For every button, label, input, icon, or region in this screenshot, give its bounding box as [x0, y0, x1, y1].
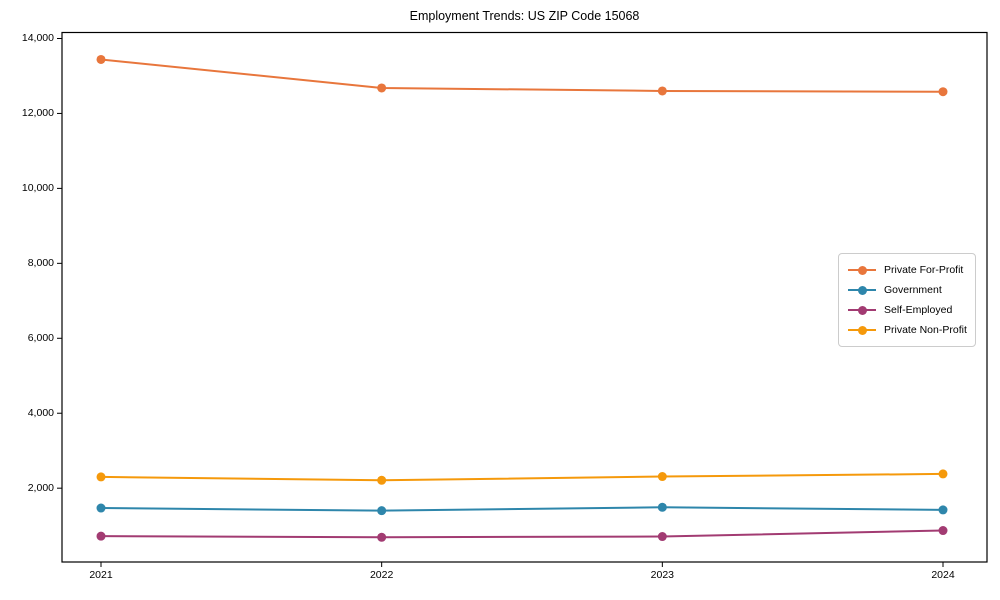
- data-point-marker: [657, 86, 667, 96]
- data-point-marker: [657, 502, 667, 512]
- legend: Private For-Profit Government Self-Employe…: [838, 253, 976, 347]
- data-point-marker: [96, 54, 106, 64]
- series-line: [100, 506, 944, 512]
- data-point-marker: [96, 503, 106, 513]
- legend-line-marker-icon: [848, 285, 876, 295]
- legend-item-label: Private Non-Profit: [884, 324, 967, 336]
- x-tick-label: 2024: [931, 569, 955, 581]
- data-point-marker: [938, 87, 948, 97]
- series-line: [100, 529, 944, 539]
- y-tick-label: 14,000: [21, 31, 54, 44]
- legend-line-marker-icon: [848, 325, 876, 335]
- data-point-marker: [938, 526, 948, 536]
- data-point-marker: [96, 472, 106, 482]
- legend-item: Government: [839, 284, 975, 296]
- data-point-marker: [657, 472, 667, 482]
- legend-item: Private Non-Profit: [839, 324, 975, 336]
- data-point-marker: [377, 506, 387, 516]
- y-tick-label: 4,000: [27, 406, 54, 419]
- legend-line-marker-icon: [848, 265, 876, 275]
- y-tick-label: 12,000: [21, 106, 54, 119]
- series-line: [100, 472, 944, 482]
- chart-title: Employment Trends: US ZIP Code 15068: [409, 9, 640, 23]
- data-point-marker: [938, 469, 948, 479]
- data-point-marker: [377, 83, 387, 93]
- data-point-marker: [96, 531, 106, 541]
- x-tick-label: 2021: [89, 569, 113, 581]
- plot-frame: [61, 31, 988, 563]
- series-line: [100, 58, 944, 93]
- y-tick-label: 2,000: [27, 481, 54, 494]
- legend-item-label: Private For-Profit: [884, 264, 964, 276]
- y-tick-label: 6,000: [27, 331, 54, 344]
- data-point-marker: [938, 505, 948, 515]
- data-point-marker: [377, 532, 387, 542]
- data-point-marker: [657, 532, 667, 542]
- legend-line-marker-icon: [848, 305, 876, 315]
- legend-item: Self-Employed: [839, 304, 975, 316]
- x-tick-label: 2022: [369, 569, 394, 581]
- data-point-marker: [377, 475, 387, 485]
- y-tick-label: 8,000: [27, 256, 54, 269]
- legend-item-label: Government: [884, 284, 942, 296]
- legend-item-label: Self-Employed: [884, 304, 953, 316]
- legend-item: Private For-Profit: [839, 264, 975, 276]
- y-tick-label: 10,000: [21, 181, 54, 194]
- x-tick-label: 2023: [650, 569, 674, 581]
